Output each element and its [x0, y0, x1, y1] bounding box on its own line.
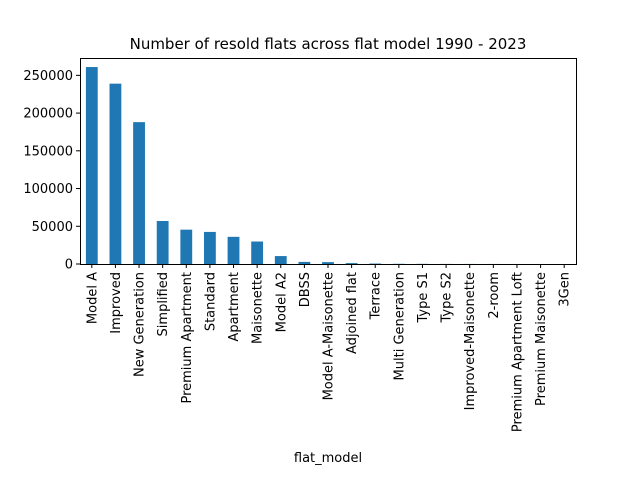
x-tick-label: Model A2: [274, 272, 289, 332]
bar-model-a2: [274, 256, 287, 264]
bar-new-generation: [133, 122, 145, 264]
x-tick-label: Terrace: [369, 272, 384, 320]
bar-maisonette: [251, 241, 264, 264]
x-tick-label: 2-room: [487, 272, 502, 319]
x-tick-label: DBSS: [298, 272, 313, 307]
x-tick-label: Model A: [85, 272, 100, 324]
x-axis: Model A Improved New Generation Simplified P…: [85, 264, 573, 432]
y-tick-label: 150000: [23, 144, 73, 159]
x-axis-title: flat_model: [294, 451, 362, 466]
x-tick-label: New Generation: [133, 272, 148, 377]
bar-adjoined-flat: [345, 263, 358, 264]
y-tick-label: 200000: [23, 107, 73, 122]
bar-premium-apartment: [180, 229, 193, 264]
y-tick-label: 0: [65, 258, 73, 273]
bars-group: [85, 67, 571, 265]
x-tick-label: Premium Apartment: [180, 272, 195, 404]
chart-title: Number of resold flats across flat model…: [130, 35, 527, 53]
bar-dbss: [298, 261, 311, 264]
y-axis: 0 50000 100000 150000 200000 250000: [23, 69, 80, 273]
bar-model-a: [85, 67, 98, 264]
y-tick-label: 100000: [23, 182, 73, 197]
bar-simplified: [156, 220, 169, 264]
x-tick-label: Type S2: [440, 272, 455, 324]
bar-apartment: [227, 236, 240, 264]
x-tick-label: Simplified: [156, 272, 171, 336]
x-tick-label: Multi Generation: [392, 272, 407, 380]
x-tick-label: Apartment: [227, 272, 242, 342]
y-tick-label: 50000: [32, 220, 73, 235]
x-tick-label: Improved: [109, 272, 124, 334]
x-tick-label: Improved-Maisonette: [463, 272, 478, 410]
bar-model-a-maisonette: [322, 262, 334, 264]
x-tick-label: Model A-Maisonette: [322, 272, 337, 400]
bar-standard: [204, 231, 216, 264]
x-tick-label: Adjoined flat: [345, 272, 360, 354]
bar-improved: [109, 83, 122, 265]
x-tick-label: Premium Apartment Loft: [510, 272, 525, 432]
x-tick-label: 3Gen: [558, 272, 573, 307]
y-tick-label: 250000: [23, 69, 73, 84]
x-tick-label: Type S1: [416, 272, 431, 324]
plot-frame: [80, 58, 577, 265]
x-tick-label: Maisonette: [251, 272, 266, 344]
x-tick-label: Standard: [203, 272, 218, 331]
x-tick-label: Premium Maisonette: [534, 272, 549, 406]
